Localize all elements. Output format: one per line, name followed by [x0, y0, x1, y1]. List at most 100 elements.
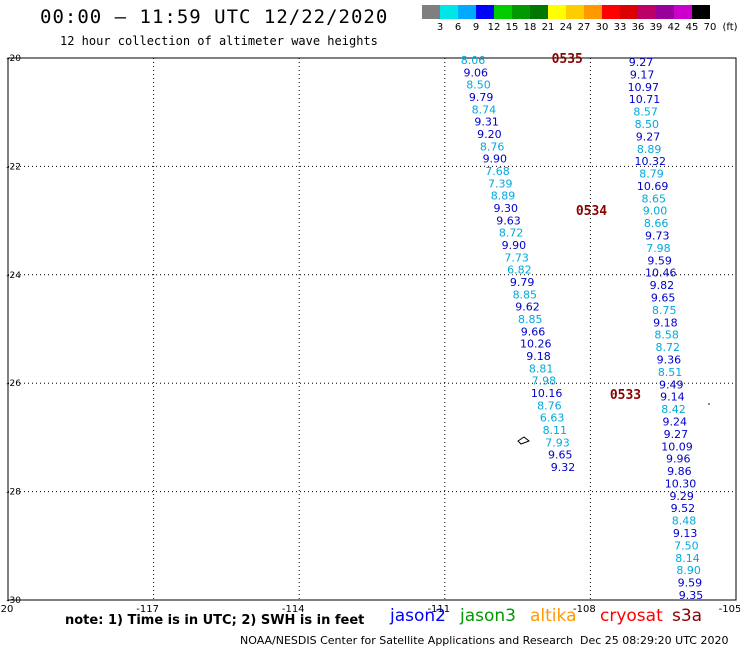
wave-height-value: 9.36	[657, 353, 682, 366]
wave-height-value: 9.30	[493, 202, 518, 215]
lon-tick-label: -105	[719, 604, 740, 615]
wave-height-value: 9.29	[669, 490, 694, 503]
legend-tick-label: 6	[454, 22, 462, 33]
generation-timestamp: Dec 25 08:29:20 UTC 2020	[580, 634, 729, 647]
wave-height-value: 8.51	[658, 366, 683, 379]
wave-height-value: 8.14	[675, 552, 700, 565]
page-subtitle: 12 hour collection of altimeter wave hei…	[60, 34, 378, 48]
lon-tick-label: -117	[136, 604, 159, 615]
wave-height-value: 9.59	[678, 577, 703, 590]
wave-height-value: 8.57	[633, 106, 658, 119]
legend-swatch	[638, 5, 656, 19]
wave-height-value: 8.76	[537, 399, 562, 412]
wave-height-value: 9.65	[548, 449, 573, 462]
legend-swatch	[422, 5, 440, 19]
wave-height-value: 9.20	[477, 128, 502, 141]
legend-swatch	[656, 5, 674, 19]
wave-height-value: 9.06	[463, 66, 488, 79]
lon-tick-label: -114	[282, 604, 305, 615]
wave-height-value: 9.17	[630, 68, 655, 81]
legend-tick-label: 18	[523, 22, 537, 33]
legend-tick-label: 15	[505, 22, 519, 33]
satellite-legend-item: cryosat	[600, 606, 663, 626]
satellite-legend-item: s3a	[672, 606, 703, 626]
legend-swatch	[494, 5, 512, 19]
satellite-legend-item: jason3	[460, 606, 516, 626]
legend-swatch	[476, 5, 494, 19]
legend-swatch	[440, 5, 458, 19]
wave-height-value: 10.46	[645, 267, 677, 280]
pass-time-label: 0533	[610, 388, 641, 403]
wave-height-value: 9.82	[650, 279, 675, 292]
wave-height-value: 8.90	[676, 564, 701, 577]
wave-height-value: 7.50	[674, 539, 699, 552]
wave-height-value: 9.79	[469, 91, 494, 104]
legend-tick-label: 21	[541, 22, 555, 33]
wave-height-value: 9.62	[515, 301, 540, 314]
wave-height-value: 7.98	[532, 375, 557, 388]
island-dot	[708, 403, 710, 405]
color-scale-bar	[422, 5, 710, 19]
wave-height-value: 8.65	[642, 192, 667, 205]
wave-height-value: 9.79	[510, 276, 535, 289]
legend-tick-label: 9	[472, 22, 480, 33]
legend-tick-label: 33	[613, 22, 627, 33]
wave-height-value: 7.98	[646, 242, 671, 255]
wave-height-value: 9.59	[647, 254, 672, 267]
wave-height-value: 9.96	[666, 453, 691, 466]
wave-height-value: 9.27	[664, 428, 689, 441]
wave-height-value: 9.73	[645, 230, 670, 243]
wave-height-value: 8.74	[472, 103, 497, 116]
wave-height-value: 7.68	[485, 165, 510, 178]
wave-height-value: 8.75	[652, 304, 677, 317]
wave-height-value: 8.85	[513, 288, 538, 301]
footer-note: note: 1) Time is in UTC; 2) SWH is in fe…	[65, 613, 365, 628]
legend-swatch	[692, 5, 710, 19]
wave-height-value: 9.32	[551, 461, 576, 474]
wave-height-value: 8.72	[655, 341, 680, 354]
legend-tick-label: 27	[577, 22, 591, 33]
legend-tick-label: 24	[559, 22, 573, 33]
lat-tick-label: -24	[6, 271, 21, 281]
wave-height-value: 6.63	[540, 412, 565, 425]
wave-height-value: 9.49	[659, 378, 684, 391]
wave-height-value: 8.76	[480, 140, 505, 153]
wave-height-value: 9.86	[667, 465, 692, 478]
wave-height-value: 9.63	[496, 214, 521, 227]
wave-height-value: 8.89	[491, 190, 516, 203]
satellite-legend-item: altika	[530, 606, 577, 626]
wave-height-value: 9.31	[474, 116, 499, 129]
page-title: 00:00 — 11:59 UTC 12/22/2020	[40, 6, 389, 28]
legend-swatch	[512, 5, 530, 19]
legend-swatch	[674, 5, 692, 19]
wave-height-value: 9.24	[662, 415, 687, 428]
pass-time-label: 0535	[552, 52, 583, 67]
lat-tick-label: -30	[6, 596, 21, 606]
wave-height-value: 10.30	[665, 477, 697, 490]
wave-height-value: 8.50	[635, 118, 660, 131]
legend-swatch	[566, 5, 584, 19]
wave-height-value: 9.52	[671, 502, 696, 515]
satellite-legend-item: jason2	[390, 606, 446, 626]
wave-height-value: 8.79	[639, 168, 664, 181]
wave-height-value: 6.82	[507, 264, 532, 277]
wave-height-value: 9.90	[502, 239, 527, 252]
legend-tick-label: 70	[703, 22, 717, 33]
legend-tick-label: 45	[685, 22, 699, 33]
wave-height-value: 10.16	[531, 387, 563, 400]
wave-height-value: 7.73	[504, 251, 529, 264]
lat-tick-label: -26	[6, 379, 21, 389]
island-outline	[517, 436, 530, 445]
wave-height-value: 8.58	[654, 329, 679, 342]
wave-height-value: 9.18	[653, 316, 678, 329]
wave-height-value: 8.72	[499, 227, 524, 240]
lon-tick-label: -120	[0, 604, 13, 615]
legend-unit: (ft)	[722, 22, 738, 33]
legend-swatch	[458, 5, 476, 19]
credit-line: NOAA/NESDIS Center for Satellite Applica…	[240, 634, 574, 647]
legend-tick-label: 36	[631, 22, 645, 33]
legend-swatch	[620, 5, 638, 19]
wave-height-value: 9.18	[526, 350, 551, 363]
wave-height-value: 9.27	[629, 56, 654, 69]
